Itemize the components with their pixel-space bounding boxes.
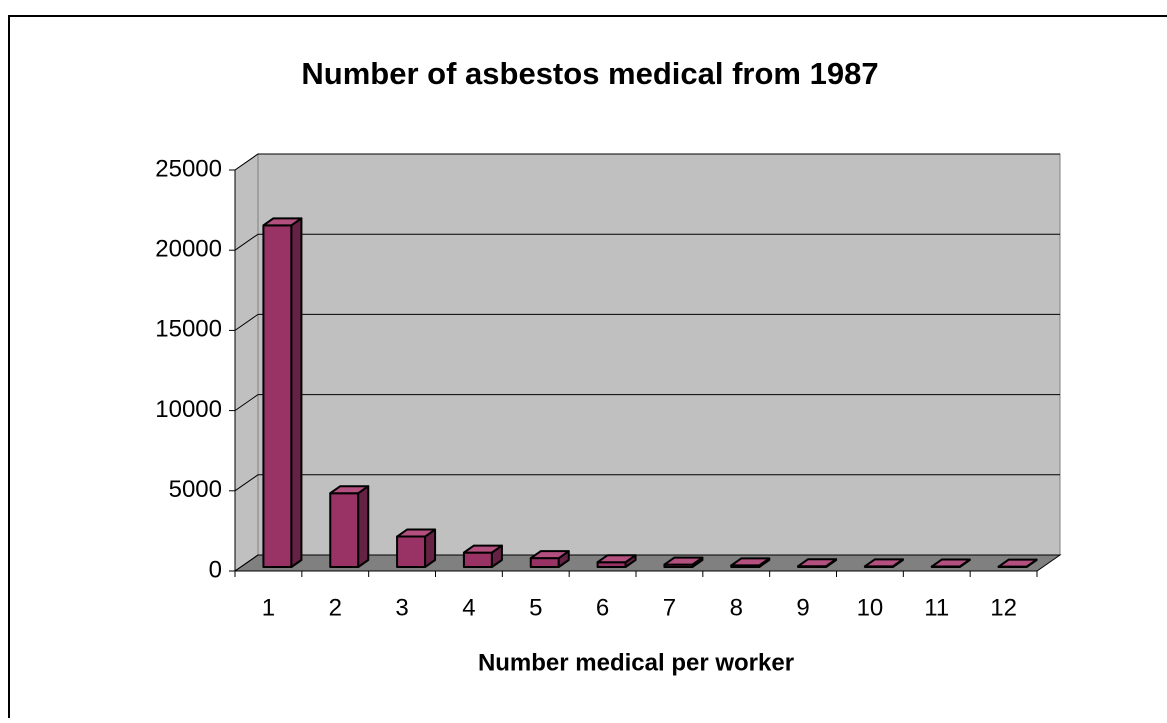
y-tick-label: 10000 bbox=[155, 396, 222, 423]
x-tick-label: 7 bbox=[663, 594, 676, 621]
x-tick-label: 1 bbox=[262, 594, 275, 621]
x-tick-label: 6 bbox=[596, 594, 609, 621]
y-tick-label: 0 bbox=[209, 556, 222, 583]
y-tick-label: 15000 bbox=[155, 316, 222, 343]
x-tick-label: 4 bbox=[462, 594, 475, 621]
bar-side bbox=[358, 486, 368, 567]
bar-side bbox=[291, 218, 301, 567]
bar bbox=[263, 218, 301, 567]
x-tick-label: 3 bbox=[395, 594, 408, 621]
bar-front bbox=[263, 225, 291, 567]
bar-front bbox=[464, 553, 492, 567]
y-tick-label: 25000 bbox=[155, 155, 222, 182]
x-tick-label: 11 bbox=[924, 594, 949, 621]
x-axis-label: Number medical per worker bbox=[478, 649, 794, 676]
chart-title: Number of asbestos medical from 1987 bbox=[301, 56, 878, 91]
bar-front bbox=[531, 558, 559, 567]
x-tick-label: 12 bbox=[990, 594, 1017, 621]
x-tick-label: 8 bbox=[730, 594, 743, 621]
side-wall bbox=[235, 154, 258, 571]
bar bbox=[531, 551, 569, 567]
bar bbox=[397, 530, 435, 567]
back-wall bbox=[258, 154, 1060, 555]
y-tick-label: 20000 bbox=[155, 236, 222, 263]
x-tick-label: 2 bbox=[329, 594, 342, 621]
bar-front bbox=[330, 493, 358, 567]
x-tick-label: 10 bbox=[857, 594, 884, 621]
bar-front bbox=[397, 537, 425, 567]
x-tick-label: 9 bbox=[796, 594, 809, 621]
x-tick-label: 5 bbox=[529, 594, 542, 621]
bar bbox=[330, 486, 368, 567]
y-tick-label: 5000 bbox=[169, 476, 222, 503]
bar bbox=[464, 546, 502, 567]
